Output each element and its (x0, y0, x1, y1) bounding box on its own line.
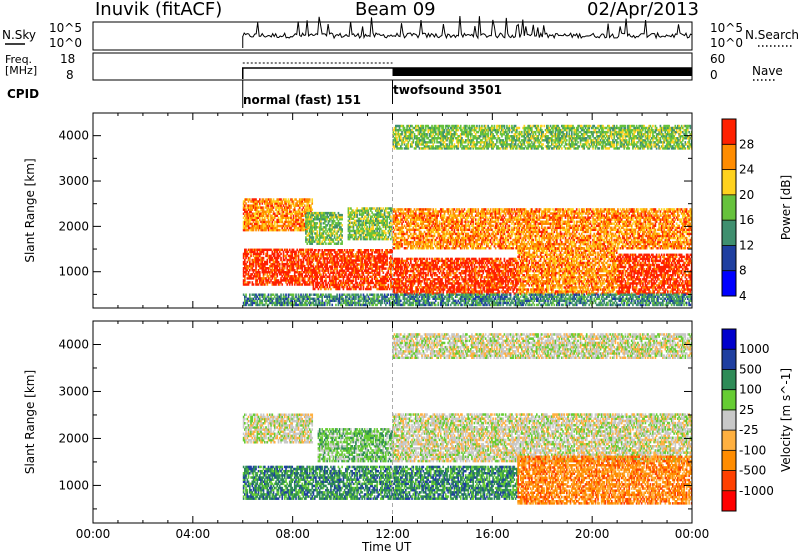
data-cell (253, 263, 255, 265)
data-cell (284, 267, 286, 269)
data-cell (281, 283, 283, 285)
data-cell (294, 283, 296, 285)
data-cell (309, 277, 311, 279)
data-cell (288, 229, 290, 231)
data-cell (286, 283, 288, 285)
data-cell (275, 283, 277, 285)
data-cell (263, 257, 265, 259)
nave-trace-twofsound (393, 68, 693, 76)
data-cell (303, 249, 305, 251)
data-cell (279, 283, 281, 285)
data-cell (250, 253, 252, 255)
data-cell (276, 273, 278, 275)
rti-data-panel-1 (243, 125, 693, 306)
data-cell (304, 265, 306, 267)
data-cell (311, 249, 313, 251)
data-cell (252, 209, 254, 211)
data-cell (295, 257, 297, 259)
nsky-trace (243, 16, 692, 48)
data-cell (245, 257, 247, 259)
data-cell (298, 253, 300, 255)
data-cell (301, 283, 303, 285)
data-cell (272, 277, 274, 279)
data-cell (255, 229, 257, 231)
data-cell (298, 219, 300, 221)
data-cell (248, 283, 250, 285)
data-cell (286, 209, 288, 211)
data-cell (278, 257, 280, 259)
data-cell (264, 273, 266, 275)
rti-plot: 1000 2000 3000 4000 Slant Range [km] 28 24 20 16… (0, 0, 800, 554)
data-cell (264, 283, 266, 285)
data-cell (244, 277, 246, 279)
data-cell (280, 253, 282, 255)
data-cell (280, 257, 282, 259)
data-cell (253, 229, 255, 231)
data-cell (281, 219, 283, 221)
data-cell (249, 257, 251, 259)
data-cell (258, 283, 260, 285)
data-cell (291, 253, 293, 255)
data-cell (268, 215, 270, 217)
data-cell (245, 202, 247, 204)
data-cell (279, 229, 281, 231)
data-cell (248, 253, 250, 255)
data-cell (260, 253, 262, 255)
data-cell (301, 267, 303, 269)
data-cell (290, 204, 292, 206)
data-cell (267, 283, 269, 285)
data-cell (258, 229, 260, 231)
data-cell (299, 209, 301, 211)
data-cell (294, 229, 296, 231)
data-cell (285, 229, 287, 231)
data-cell (290, 215, 292, 217)
data-cell (253, 277, 255, 279)
data-cell (274, 253, 276, 255)
data-cell (248, 229, 250, 231)
data-cell (267, 263, 269, 265)
data-cell (278, 261, 280, 263)
data-cell (265, 229, 267, 231)
data-cell (291, 283, 293, 285)
data-cell (289, 283, 291, 285)
data-cell (249, 281, 251, 283)
data-cell (255, 267, 257, 269)
data-cell (263, 206, 265, 208)
data-cell (259, 271, 261, 273)
data-cell (278, 217, 280, 219)
data-cell (304, 277, 306, 279)
data-cell (301, 273, 303, 275)
data-cell (244, 204, 246, 206)
data-cell (309, 283, 311, 285)
data-cell (303, 219, 305, 221)
data-cell (268, 204, 270, 206)
data-cell (263, 253, 265, 255)
data-cell (253, 283, 255, 285)
data-cell (274, 213, 276, 215)
data-cell (252, 281, 254, 283)
data-cell (279, 209, 281, 211)
data-cell (299, 277, 301, 279)
data-cell (279, 263, 281, 265)
data-cell (259, 273, 261, 275)
data-cell (295, 275, 297, 277)
